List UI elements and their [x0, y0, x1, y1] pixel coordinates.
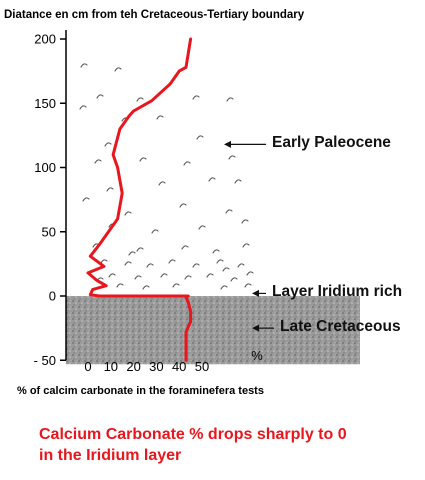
shell-mark	[146, 263, 154, 268]
annotation-arrowhead	[224, 140, 231, 148]
shell-mark	[82, 197, 90, 202]
y-tick-label: 150	[34, 96, 56, 111]
y-axis-ticks: 200 150 100 50 0 - 50	[34, 32, 66, 368]
shell-mark	[222, 267, 230, 272]
annotation-label: Late Cretaceous	[280, 318, 401, 336]
x-tick-label: 40	[172, 359, 186, 374]
shell-mark	[208, 177, 216, 182]
shell-mark	[241, 219, 249, 224]
x-tick-label: 10	[104, 359, 118, 374]
shell-mark	[100, 259, 108, 264]
shell-mark	[108, 273, 116, 278]
y-tick-label: 50	[42, 224, 56, 239]
shell-mark	[242, 243, 250, 248]
shell-mark	[79, 105, 87, 110]
shell-mark	[136, 97, 144, 102]
annotation-label: Layer Iridium rich	[272, 283, 403, 301]
caption-line-1: Calcium Carbonate % drops sharply to 0	[39, 426, 347, 443]
shell-mark	[220, 285, 228, 290]
shell-mark	[216, 259, 224, 264]
shell-mark	[184, 275, 192, 280]
shell-mark	[142, 285, 150, 290]
shell-mark	[228, 155, 236, 160]
chart-plot: 200 150 100 50 0 - 50 0 10 20 30 40 50%	[34, 30, 360, 374]
shell-mark	[136, 247, 144, 252]
shell-mark	[158, 181, 166, 186]
series-line	[86, 37, 193, 362]
x-tick-label: 0	[84, 359, 91, 374]
shell-mark	[104, 142, 112, 147]
shell-mark	[124, 261, 132, 266]
shell-mark	[168, 259, 176, 264]
y-tick-label: 100	[34, 160, 56, 175]
caption-line-2: in the Iridium layer	[39, 447, 182, 464]
shell-mark	[234, 179, 242, 184]
shell-mark	[128, 251, 136, 256]
shell-mark	[94, 159, 102, 164]
y-tick-label: 200	[34, 32, 56, 47]
shell-mark	[181, 245, 189, 250]
x-unit-label: %	[251, 348, 263, 363]
x-axis-ticks: 0 10 20 30 40 50%	[84, 348, 263, 374]
shell-mark	[80, 63, 88, 68]
y-tick-label: - 50	[34, 353, 56, 368]
x-tick-label: 30	[149, 359, 163, 374]
series-layer	[86, 37, 193, 362]
shell-mark	[134, 275, 142, 280]
shell-mark	[192, 263, 200, 268]
shell-mark	[198, 225, 206, 230]
shell-mark	[124, 211, 132, 216]
annotation-arrows	[224, 140, 274, 332]
annotation-arrowhead	[252, 289, 259, 297]
band-rect	[66, 296, 360, 365]
shell-mark	[192, 95, 200, 100]
shell-mark	[160, 273, 168, 278]
late-cretaceous-band	[66, 296, 360, 365]
shell-mark	[246, 271, 254, 276]
shell-mark	[183, 161, 191, 166]
shell-mark	[196, 135, 204, 140]
chart-title: Diatance en cm from teh Cretaceous-Terti…	[4, 9, 305, 21]
y-tick-label: 0	[49, 289, 56, 304]
shell-mark	[96, 94, 104, 99]
shell-mark	[172, 283, 180, 288]
shell-mark	[116, 283, 124, 288]
shell-mark	[106, 187, 114, 192]
x-tick-label: 20	[126, 359, 140, 374]
shell-mark	[226, 97, 234, 102]
annotation-arrowhead	[252, 324, 259, 332]
shell-mark	[230, 277, 238, 282]
shell-mark	[139, 157, 147, 162]
x-axis-title: % of calcim carbonate in the foraminefer…	[17, 385, 264, 397]
shell-mark	[244, 283, 252, 288]
shell-mark	[212, 249, 220, 254]
shell-mark	[156, 115, 164, 120]
caption: Calcium Carbonate % drops sharply to 0 i…	[39, 424, 347, 466]
x-tick-label: 50	[195, 359, 209, 374]
shell-mark	[114, 67, 122, 72]
shell-mark	[179, 203, 187, 208]
shell-mark	[237, 263, 245, 268]
shell-mark	[206, 273, 214, 278]
foraminifera-shell-marks	[79, 63, 254, 290]
annotation-label: Early Paleocene	[272, 134, 391, 152]
shell-mark	[151, 229, 159, 234]
shell-mark	[225, 209, 233, 214]
